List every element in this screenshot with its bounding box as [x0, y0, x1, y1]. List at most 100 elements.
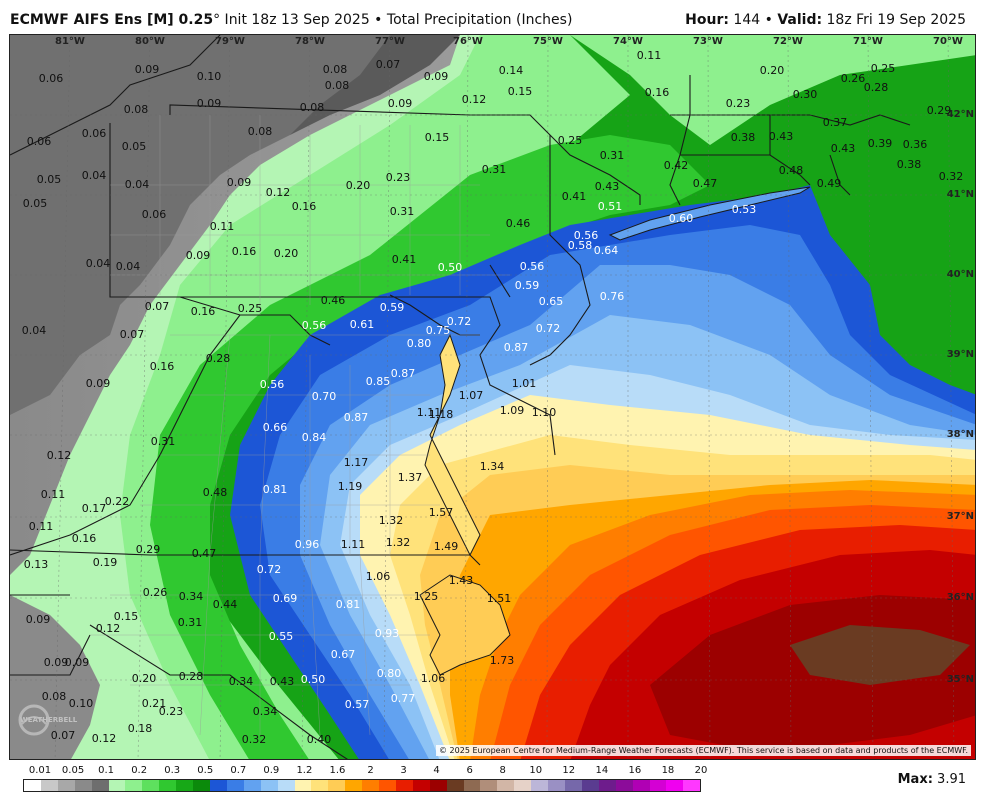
- band-grey-dark: [10, 35, 440, 415]
- precip-value: 0.81: [263, 483, 288, 496]
- precip-value: 0.48: [203, 486, 228, 499]
- precip-value: 1.11: [417, 406, 442, 419]
- model-name: ECMWF AIFS Ens [M] 0.25: [10, 12, 214, 28]
- legend-swatch: [176, 780, 194, 791]
- legend-tick-labels: 0.01 0.05 0.1 0.2 0.3 0.5 0.7 0.9 1.2 1.6 2 3 4 6 8 10 1…: [23, 765, 708, 777]
- band-green-mid: [150, 135, 710, 759]
- precip-map[interactable]: 81°W 80°W 79°W 78°W 77°W 76°W 75°W 74°W 73°W 72°W…: [9, 34, 976, 760]
- max-value: Max: 3.91: [898, 772, 966, 787]
- precip-value: 0.09: [197, 97, 222, 110]
- precip-value: 0.53: [732, 203, 757, 216]
- longitude-labels: 81°W 80°W 79°W 78°W 77°W 76°W 75°W 74°W 73°W 72°W…: [55, 36, 963, 47]
- legend-swatch: [531, 780, 549, 791]
- precip-value: 0.08: [124, 103, 149, 116]
- precip-value: 0.09: [26, 613, 51, 626]
- precip-value: 0.46: [321, 294, 346, 307]
- precip-value: 1.17: [344, 456, 369, 469]
- precip-value: 0.11: [210, 220, 235, 233]
- legend-swatch: [260, 780, 278, 791]
- precip-value: 1.01: [512, 377, 537, 390]
- lon-label: 72°W: [773, 36, 803, 47]
- precip-value: 0.12: [96, 622, 121, 635]
- legend-swatch: [294, 780, 312, 791]
- precip-value: 0.72: [257, 563, 282, 576]
- legend-tick: 6: [466, 765, 473, 776]
- precip-value: 0.08: [323, 63, 348, 76]
- precip-value: 0.09: [388, 97, 413, 110]
- legend-swatch: [429, 780, 447, 791]
- product-name: Total Precipitation (Inches): [386, 12, 573, 28]
- precip-value: 0.40: [307, 733, 332, 746]
- legend-swatch: [91, 780, 109, 791]
- chesapeake-bay: [424, 333, 481, 557]
- legend-tick: 0.3: [164, 765, 181, 776]
- legend-swatch: [24, 780, 41, 791]
- precip-value: 0.16: [645, 86, 670, 99]
- precip-value: 0.38: [731, 131, 756, 144]
- precip-value: 0.56: [520, 260, 545, 273]
- precip-value: 0.07: [376, 58, 401, 71]
- precip-value: 1.32: [379, 514, 404, 527]
- precip-value: 0.56: [260, 378, 285, 391]
- precip-value: 0.04: [116, 260, 141, 273]
- max-label: Max:: [897, 772, 933, 787]
- precip-value: 0.41: [392, 253, 417, 266]
- precip-value: 0.05: [122, 140, 147, 153]
- copyright-notice: © 2025 European Centre for Medium-Range …: [436, 745, 971, 756]
- precip-value: 0.28: [864, 81, 889, 94]
- legend-swatch: [514, 780, 532, 791]
- lat-label: 42°N: [947, 109, 974, 120]
- precip-value: 0.47: [192, 547, 217, 560]
- precip-value: 1.25: [414, 590, 439, 603]
- precip-value: 0.76: [600, 290, 625, 303]
- precip-value: 0.26: [841, 72, 866, 85]
- precip-value: 0.15: [114, 610, 139, 623]
- legend-tick: 0.9: [263, 765, 280, 776]
- precip-value: 0.29: [136, 543, 161, 556]
- legend-tick: 0.7: [230, 765, 247, 776]
- precip-value: 0.64: [594, 244, 619, 257]
- legend-swatch: [666, 780, 684, 791]
- legend-swatch: [379, 780, 396, 791]
- legend-swatch: [193, 780, 210, 791]
- init-time: Init 18z 13 Sep 2025: [220, 12, 370, 28]
- precip-value: 0.20: [132, 672, 157, 685]
- precip-value: 0.23: [386, 171, 411, 184]
- precip-value: 0.32: [939, 170, 964, 183]
- lon-label: 80°W: [135, 36, 165, 47]
- precip-value: 0.26: [143, 586, 168, 599]
- precip-value: 0.09: [424, 70, 449, 83]
- precip-value: 0.18: [128, 722, 153, 735]
- precip-value: 0.49: [817, 177, 842, 190]
- precip-value: 0.20: [346, 179, 371, 192]
- precip-value: 0.16: [150, 360, 175, 373]
- precip-value: 0.31: [178, 616, 203, 629]
- precip-value: 0.07: [120, 328, 145, 341]
- precip-value: 0.23: [159, 705, 184, 718]
- legend-swatch: [108, 780, 126, 791]
- legend-tick: 10: [529, 765, 543, 776]
- precip-value: 0.31: [390, 205, 415, 218]
- legend-swatch: [40, 780, 58, 791]
- lon-label: 76°W: [453, 36, 483, 47]
- legend-swatch: [226, 780, 244, 791]
- precip-value: 0.72: [536, 322, 561, 335]
- precip-value: 0.04: [125, 178, 150, 191]
- precip-value: 0.75: [426, 324, 451, 337]
- precip-value: 0.07: [51, 729, 76, 742]
- county-lines: [90, 115, 510, 736]
- precip-value: 0.13: [24, 558, 49, 571]
- precip-value: 0.23: [726, 97, 751, 110]
- precip-value: 0.43: [270, 675, 295, 688]
- precip-value: 0.09: [135, 63, 160, 76]
- precip-value: 1.37: [398, 471, 423, 484]
- precip-value: 0.14: [499, 64, 524, 77]
- legend-tick: 1.2: [296, 765, 313, 776]
- precip-value: 0.28: [206, 352, 231, 365]
- precip-value: 0.08: [248, 125, 273, 138]
- legend-swatch: [581, 780, 599, 791]
- precip-value: 0.10: [197, 70, 222, 83]
- legend-swatch: [159, 780, 177, 791]
- precip-value: 0.29: [927, 104, 952, 117]
- latitude-labels: 42°N 41°N 40°N 39°N 38°N 37°N 36°N 35°N: [947, 109, 974, 685]
